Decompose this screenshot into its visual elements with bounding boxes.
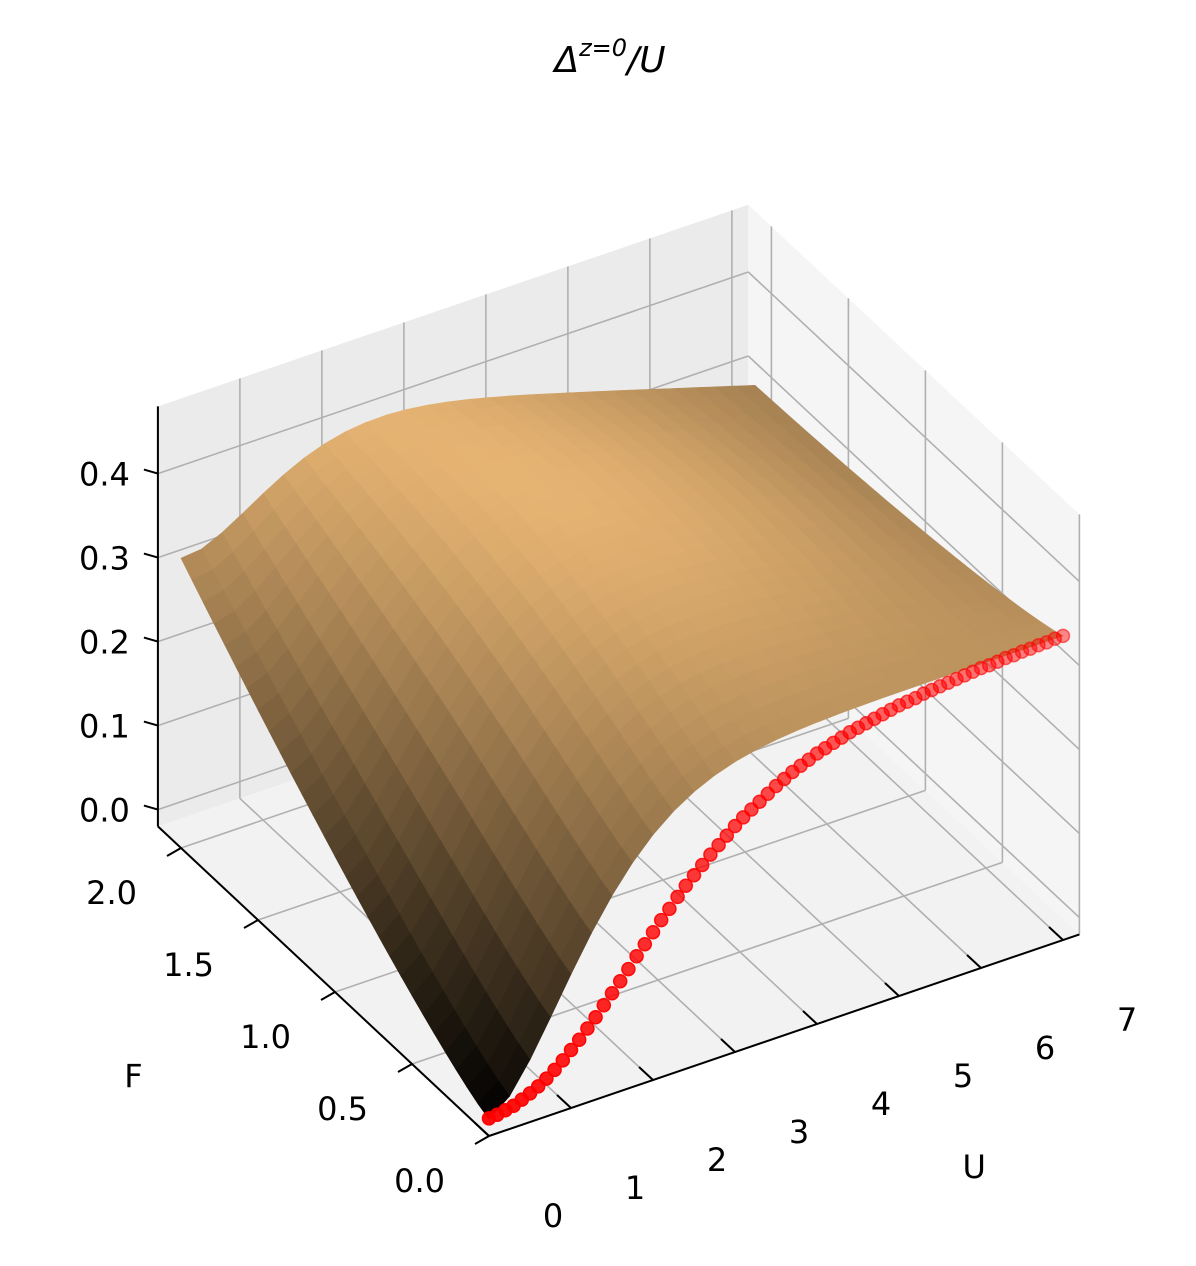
z-tick-mark [143,636,159,643]
u-tick-label: 0 [543,1197,563,1235]
u-tick-label: 6 [1035,1029,1055,1067]
scatter-point [645,924,661,940]
f-tick-mark [320,991,336,1001]
scatter-point [1039,635,1054,650]
scatter-point [571,1032,587,1047]
f-tick-label: 0.5 [317,1090,368,1128]
tick-labels: 0 1 2 3 4 5 6 7 0.0 0.5 1.0 1.5 2.0 0.0 0.1 0.2 0.3 0.4 [79,456,1137,1235]
f-tick-mark [397,1063,413,1073]
surface-mesh [180,384,1064,1120]
scatter-point [555,1053,571,1068]
scatter-point [998,650,1013,666]
scatter-point [629,948,644,964]
u-tick-mark [1048,926,1064,941]
scatter-point [662,901,677,917]
u-tick-mark [474,1122,490,1137]
grid-side-z [747,271,1080,583]
scatter-point [694,857,710,873]
chart-title-text: Δz=0/U [551,34,665,81]
scatter-point [637,936,653,952]
scatter-point [621,961,636,977]
u-tick-mark [802,1010,818,1025]
axis-labels: UF [124,1057,986,1186]
scatter-point [719,828,735,843]
scatter-point [547,1062,562,1078]
u-tick-label: 1 [625,1169,645,1207]
scatter-point [686,868,702,883]
scatter-point [1055,628,1071,644]
scatter-point [1022,641,1038,657]
u-tick-label: 7 [1117,1001,1137,1039]
u-tick-mark [638,1066,654,1081]
scatter-point [580,1021,595,1036]
z-tick-mark [143,804,159,811]
z-tick-label: 0.4 [79,456,130,494]
scatter-point [588,1010,603,1025]
scatter-point [670,889,685,905]
axis-lines [143,406,1080,1145]
grid-back-z [157,271,749,475]
u-tick-mark [720,1038,736,1053]
scatter-point [703,847,718,862]
z-tick-label: 0.2 [79,624,130,662]
scatter-point [653,912,669,928]
f-axis-line [157,825,490,1137]
scatter-point [727,818,743,834]
scatter-point [1047,631,1063,646]
z-tick-label: 0.3 [79,540,130,578]
f-tick-label: 2.0 [86,874,137,912]
u-tick-label: 4 [871,1085,891,1123]
u-axis-label: U [962,1148,985,1186]
f-tick-label: 0.0 [394,1162,445,1200]
z-tick-mark [143,468,159,475]
f-tick-label: 1.0 [240,1018,291,1056]
scatter-point [1014,644,1030,659]
z-tick-mark [143,720,159,727]
chart-title: Δz=0/U [551,34,665,81]
u-tick-mark [556,1094,572,1109]
z-tick-label: 0.0 [79,792,130,830]
scatter-point [1006,647,1022,663]
scatter-point [563,1042,579,1058]
u-tick-label: 2 [707,1141,727,1179]
u-tick-mark [966,954,982,969]
z-tick-mark [143,552,159,559]
scatter-point [596,997,612,1013]
f-axis-label: F [124,1057,142,1095]
scatter-series [481,628,1071,1126]
scatter-point [678,878,694,893]
f-tick-label: 1.5 [163,946,214,984]
scatter-point [604,985,620,1001]
z-tick-label: 0.1 [79,708,130,746]
u-tick-mark [884,982,900,997]
scatter-point [1031,637,1046,653]
f-tick-mark [243,919,259,929]
f-tick-mark [474,1135,490,1145]
scatter-point [612,973,628,989]
u-tick-label: 5 [953,1057,973,1095]
u-tick-label: 3 [789,1113,809,1151]
scatter-point [711,837,726,853]
scatter-point [539,1071,554,1086]
f-tick-mark [166,847,182,857]
